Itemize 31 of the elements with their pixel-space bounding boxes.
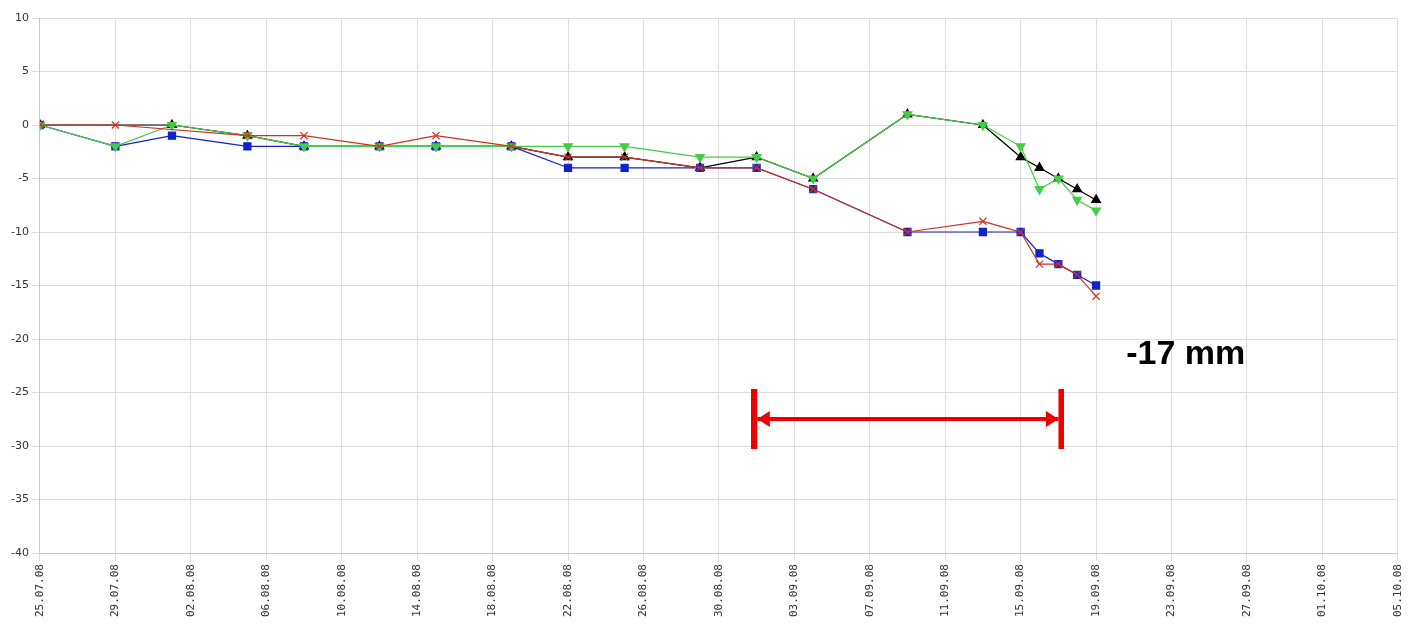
- y-tick-label: -40: [11, 545, 29, 559]
- x-tick-label: 22.08.08: [560, 564, 574, 617]
- y-tick-label: -5: [18, 171, 29, 185]
- y-tick-label: -15: [11, 278, 29, 292]
- y-tick-label: -35: [11, 492, 29, 506]
- x-tick-label: 25.07.08: [32, 564, 46, 617]
- y-tick-label: 0: [21, 117, 29, 131]
- x-tick-label: 06.08.08: [259, 564, 273, 617]
- x-tick-label: 30.08.08: [711, 564, 725, 617]
- y-tick-label: -10: [11, 224, 29, 238]
- x-tick-label: 14.08.08: [410, 564, 423, 617]
- annotation: -17 mm: [1126, 333, 1246, 372]
- x-tick-label: 10.08.08: [334, 564, 348, 617]
- x-tick-label: 15.09.08: [1013, 564, 1027, 617]
- y-tick-label: 10: [14, 10, 29, 24]
- y-tick-label: -25: [11, 385, 29, 399]
- x-tick-label: 29.07.08: [108, 564, 122, 617]
- x-tick-label: 02.08.08: [183, 564, 197, 617]
- x-tick-label: 11.09.08: [938, 564, 952, 617]
- x-tick-label: 18.08.08: [485, 564, 499, 617]
- x-tick-label: 23.09.08: [1164, 564, 1178, 617]
- x-tick-label: 05.10.08: [1390, 564, 1404, 617]
- y-tick-label: 5: [21, 64, 29, 78]
- x-tick-label: 27.09.08: [1239, 564, 1253, 617]
- x-tick-label: 19.09.08: [1088, 564, 1102, 617]
- y-tick-label: -30: [11, 438, 29, 452]
- x-tick-label: 07.09.08: [862, 564, 876, 617]
- x-tick-label: 03.09.08: [787, 564, 801, 617]
- x-tick-label: 26.08.08: [636, 564, 650, 617]
- y-tick-label: -20: [11, 331, 29, 345]
- x-tick-label: 01.10.08: [1315, 564, 1329, 617]
